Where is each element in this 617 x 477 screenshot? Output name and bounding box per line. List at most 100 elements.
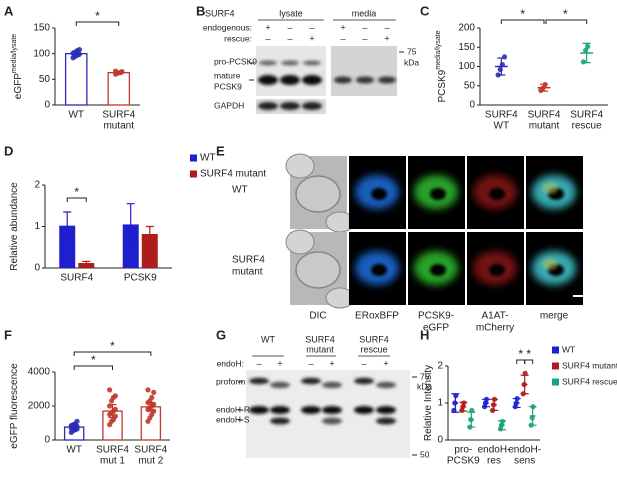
x-tick-label: WT <box>66 445 82 456</box>
x-tick-label: SURF4 <box>570 110 603 121</box>
y-tick-label: 100 <box>33 48 50 59</box>
y-tick-label: 0 <box>437 435 443 446</box>
blot-band <box>334 76 352 84</box>
column-label: DIC <box>309 311 326 322</box>
y-label-text: Relative abundance <box>9 182 20 271</box>
blot-band <box>249 377 269 385</box>
cell-outline <box>295 251 341 289</box>
panel-letter: E <box>216 143 225 158</box>
nucleus <box>371 264 387 276</box>
y-tick-label: 2 <box>437 361 443 372</box>
significance-label: * <box>520 7 525 21</box>
data-point <box>499 61 505 68</box>
y-tick-label: 100 <box>458 61 475 72</box>
data-point <box>453 393 459 399</box>
lane-sign: – <box>287 22 292 32</box>
x-tick-label: endoH- <box>478 445 511 456</box>
bar <box>78 263 95 268</box>
y-label-text: eGFP <box>13 73 24 99</box>
data-point <box>112 406 118 412</box>
panel-letter: F <box>4 327 12 342</box>
x-tick-label: WT <box>68 110 84 121</box>
cell-outline <box>285 229 315 255</box>
y-label-text: Relative Intensity <box>423 365 434 441</box>
y-tick-label: 50 <box>464 80 476 91</box>
x-tick-label: PCSK9 <box>124 273 157 284</box>
cell-signal <box>542 182 558 194</box>
bar <box>64 53 88 106</box>
lane-sign: – <box>340 33 345 43</box>
data-point <box>522 370 528 376</box>
blot-label: endoH-R <box>216 404 250 414</box>
y-label-text: eGFP fluorescence <box>9 363 20 449</box>
lane-sign: – <box>287 33 292 43</box>
x-tick-label: SURF4 <box>96 445 129 456</box>
group-label: WT <box>261 334 275 344</box>
y-axis-label: eGFP fluorescence <box>9 363 20 449</box>
column-label: merge <box>540 311 569 322</box>
y-tick-label: 1 <box>34 221 40 232</box>
x-tick-label: PCSK9 <box>447 456 480 467</box>
bar <box>141 233 158 268</box>
blot-band <box>270 381 290 389</box>
legend-label: SURF4 rescue <box>562 376 617 386</box>
x-tick-label: SURF4 <box>485 110 518 121</box>
y-label-text: PCSK9 <box>437 69 448 102</box>
legend-swatch <box>552 378 559 386</box>
marker-label: kDa <box>417 381 432 391</box>
lane-sign: + <box>383 358 388 368</box>
y-tick-label: 0 <box>469 100 475 111</box>
nucleus <box>489 264 505 276</box>
panel-letter: A <box>4 3 14 18</box>
y-axis-label: Relative abundance <box>9 182 20 271</box>
blot-label: SURF4 <box>205 8 235 18</box>
bar <box>59 225 76 268</box>
y-tick-label: 0 <box>34 263 40 274</box>
lane-sign: – <box>256 358 261 368</box>
legend-label: SURF4 mutant <box>200 169 266 180</box>
data-point <box>467 424 473 430</box>
blot-band <box>301 406 321 414</box>
lane-sign: – <box>362 33 367 43</box>
x-tick-label: mut 2 <box>138 456 163 467</box>
blot-band <box>322 381 342 389</box>
data-point <box>520 391 526 397</box>
data-point <box>490 402 497 408</box>
blot-image <box>256 46 326 96</box>
data-point <box>491 396 498 402</box>
row-label: mutant <box>232 267 263 278</box>
blot-band <box>376 406 396 414</box>
y-tick-label: 50 <box>39 74 51 85</box>
error-bar <box>126 203 135 246</box>
cell-outline <box>285 153 315 179</box>
significance-label: * <box>91 353 96 367</box>
data-point <box>542 81 548 88</box>
blot-band <box>376 417 396 425</box>
y-tick-label: 200 <box>458 23 475 34</box>
blot-band <box>378 76 396 84</box>
data-point <box>528 422 534 428</box>
group-label: SURF4 <box>305 334 335 344</box>
y-label-superscript: media/lysate <box>435 30 442 69</box>
blot-label: pro-PCSK9 <box>214 56 257 66</box>
row-label: SURF4 <box>232 255 265 266</box>
lane-sign: – <box>384 22 389 32</box>
significance-label: * <box>518 347 523 361</box>
significance-label: * <box>95 9 100 23</box>
blot-band <box>280 102 300 110</box>
panel-letter: C <box>420 3 430 18</box>
row-label: WT <box>232 185 248 196</box>
blot-band <box>301 377 321 385</box>
data-point <box>529 415 535 421</box>
lane-sign: + <box>277 358 282 368</box>
data-point <box>469 407 475 413</box>
data-point <box>149 394 155 401</box>
blot-label: proform <box>216 376 245 386</box>
marker-label: kDa <box>404 57 419 67</box>
blot-band <box>322 417 342 425</box>
x-tick-label: SURF4 <box>102 110 135 121</box>
y-label-superscript: media/lysate <box>11 34 18 73</box>
blot-band <box>303 60 321 66</box>
data-point <box>497 66 503 73</box>
